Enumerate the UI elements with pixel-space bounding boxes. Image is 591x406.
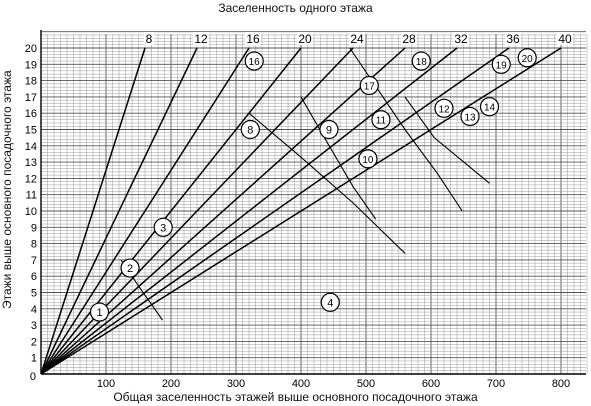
zone-marker-circle	[359, 75, 379, 96]
zone-marker-circle	[319, 119, 339, 140]
zone-marker-label: 17	[364, 81, 376, 92]
y-tick-label: 1	[31, 353, 37, 365]
series-line	[40, 47, 302, 375]
zone-marker-label: 19	[496, 60, 508, 71]
series-label-background	[245, 32, 261, 45]
y-tick-label: 3	[31, 320, 37, 332]
y-axis-label: Этажи выше основного посадочного этажа	[0, 70, 14, 309]
zone-marker-label: 16	[249, 57, 261, 68]
series-line	[40, 47, 354, 375]
y-tick-label: 8	[31, 239, 37, 251]
x-tick-label: 700	[487, 378, 505, 390]
zone-marker-circle	[153, 217, 173, 237]
series-label: 12	[194, 32, 208, 46]
y-tick-label: 19	[25, 59, 37, 71]
y-tick-label: 20	[25, 43, 37, 55]
y-tick-label: 2	[31, 336, 37, 348]
origin-label: 0	[30, 371, 36, 383]
zone-boundary-line	[404, 96, 490, 184]
series-label-background	[297, 32, 313, 45]
x-tick-label: 200	[162, 378, 180, 390]
series-label: 28	[402, 32, 416, 46]
y-tick-label: 15	[25, 125, 37, 137]
series-label-background	[144, 32, 154, 45]
y-tick-label: 18	[25, 76, 37, 88]
zone-marker-circle	[358, 149, 378, 169]
zone-marker-label: 8	[247, 125, 253, 137]
zone-marker-circle	[479, 97, 500, 117]
zone-marker-label: 13	[464, 112, 476, 123]
zone-marker-label: 18	[416, 57, 428, 68]
series-label-background	[193, 32, 209, 45]
series-label-background	[349, 32, 365, 45]
y-tick-label: 13	[25, 157, 37, 169]
zone-marker-circle	[120, 258, 140, 278]
series-line	[40, 47, 458, 375]
series-line	[40, 47, 198, 375]
x-tick-label: 400	[292, 378, 310, 390]
series-label: 32	[454, 32, 468, 46]
series-label-background	[557, 32, 573, 45]
y-tick-label: 17	[25, 92, 37, 104]
series-label: 24	[350, 32, 364, 46]
x-tick-label: 500	[357, 378, 375, 390]
series-label-background	[505, 32, 521, 45]
y-tick-label: 11	[26, 190, 37, 202]
x-tick-label: 300	[227, 378, 245, 390]
series-label: 8	[146, 32, 153, 46]
zone-marker-label: 10	[362, 155, 374, 166]
series-label: 40	[558, 32, 572, 46]
zone-marker-label: 11	[376, 116, 387, 127]
zone-marker-circle	[491, 54, 511, 74]
zone-marker-circle	[320, 292, 340, 312]
x-axis-label: Общая заселенность этажей выше основного…	[113, 390, 478, 404]
zone-marker-circle	[517, 48, 537, 68]
y-tick-label: 12	[25, 173, 37, 185]
series-label-background	[401, 32, 417, 45]
y-tick-label: 7	[31, 255, 37, 267]
zone-marker-label: 3	[160, 222, 166, 234]
y-tick-label: 4	[31, 304, 37, 316]
series-line	[40, 47, 562, 375]
zone-marker-label: 12	[438, 104, 450, 115]
series-line	[40, 47, 510, 375]
y-tick-label: 6	[31, 271, 37, 283]
zone-boundary-line	[248, 112, 406, 254]
y-tick-label: 5	[31, 288, 37, 300]
zone-marker-circle	[371, 110, 391, 130]
zone-marker-circle	[411, 51, 431, 71]
zone-marker-circle	[89, 302, 110, 322]
zone-marker-circle	[434, 98, 454, 118]
series-label: 36	[506, 32, 520, 46]
y-tick-label: 16	[25, 108, 37, 120]
zone-marker-label: 4	[327, 297, 333, 309]
zone-marker-circle	[244, 51, 264, 71]
series-line	[40, 47, 146, 375]
series-label-background	[453, 32, 469, 45]
zone-marker-label: 9	[326, 125, 332, 137]
y-tick-label: 14	[25, 141, 37, 153]
zone-marker-label: 20	[522, 54, 534, 65]
series-label: 20	[298, 32, 312, 46]
x-tick-label: 800	[552, 378, 570, 390]
zone-marker-label: 2	[127, 263, 133, 275]
zone-boundary-line	[300, 96, 377, 220]
y-tick-label: 9	[31, 222, 37, 234]
zone-marker-label: 14	[484, 103, 496, 114]
x-tick-label: 600	[422, 378, 440, 390]
series-line	[40, 47, 250, 375]
series-label: 16	[246, 32, 260, 46]
zone-marker-circle	[460, 106, 480, 127]
zone-marker-circle	[240, 119, 260, 140]
x-tick-label: 100	[97, 378, 115, 390]
zone-marker-label: 1	[96, 307, 102, 319]
chart-title: Заселенность одного этажа	[218, 1, 373, 15]
y-tick-label: 10	[25, 206, 37, 218]
